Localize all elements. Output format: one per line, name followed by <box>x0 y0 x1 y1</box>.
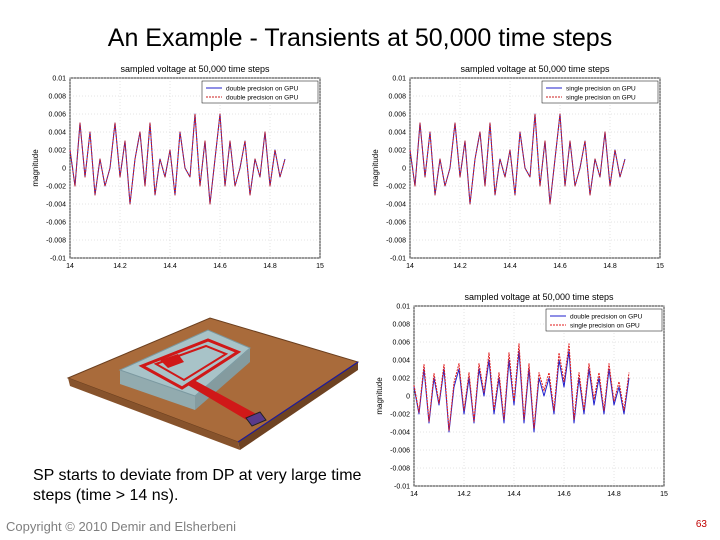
dielectric-block-side <box>120 370 195 410</box>
slide-caption: SP starts to deviate from DP at very lar… <box>33 467 362 504</box>
y-tick-label: -0.004 <box>46 202 66 209</box>
x-tick-label: 15 <box>316 263 324 270</box>
x-tick-label: 14 <box>410 491 418 498</box>
patch-ring-inner <box>153 344 229 382</box>
legend-entry: single precision on GPU <box>566 86 636 93</box>
y-tick-label: -0.002 <box>390 412 410 419</box>
y-tick-label: 0 <box>62 166 66 173</box>
y-tick-label: 0 <box>406 394 410 401</box>
substrate-side-front <box>238 362 358 450</box>
x-tick-label: 14.6 <box>557 491 571 498</box>
x-tick-label: 14 <box>406 263 414 270</box>
patch-ring-outer <box>138 338 242 390</box>
y-tick-label: -0.008 <box>46 238 66 245</box>
substrate-side-left <box>68 378 240 450</box>
y-axis-label: magnitude <box>371 149 380 187</box>
chart-title: sampled voltage at 50,000 time steps <box>464 292 614 302</box>
x-tick-label: 15 <box>660 491 668 498</box>
port-marker <box>245 411 267 427</box>
y-tick-label: 0.004 <box>388 130 406 137</box>
ground-edge-line <box>237 361 359 443</box>
top-left-plot: sampled voltage at 50,000 time steps 0.01… <box>28 62 328 272</box>
y-tick-label: 0.008 <box>392 322 410 329</box>
x-axis-label: time (ns) <box>519 271 550 272</box>
chart-title: sampled voltage at 50,000 time steps <box>460 64 610 74</box>
y-tick-label: 0.008 <box>48 94 66 101</box>
x-tick-label: 15 <box>656 263 664 270</box>
y-tick-label: 0.002 <box>392 376 410 383</box>
x-axis-label: time (ns) <box>179 271 210 272</box>
antenna-model-illustration <box>66 317 360 450</box>
y-tick-label: -0.004 <box>386 202 406 209</box>
y-tick-label: 0.002 <box>388 148 406 155</box>
y-tick-label: 0.006 <box>388 112 406 119</box>
y-tick-label: -0.006 <box>46 220 66 227</box>
chart-svg: sampled voltage at 50,000 time steps 0.01… <box>31 64 324 272</box>
y-tick-label: -0.008 <box>390 466 410 473</box>
copyright-text: Copyright © 2010 Demir and Elsherbeni <box>6 519 236 534</box>
y-tick-label: 0.006 <box>392 340 410 347</box>
y-tick-label: -0.01 <box>390 256 406 263</box>
x-tick-label: 14.6 <box>553 263 567 270</box>
y-tick-label: 0.006 <box>48 112 66 119</box>
patch-element <box>160 354 184 368</box>
series-line-2 <box>409 113 626 205</box>
x-tick-label: 14.8 <box>603 263 617 270</box>
y-tick-label: -0.01 <box>394 484 410 491</box>
x-tick-label: 14.4 <box>163 263 177 270</box>
x-tick-label: 14.2 <box>453 263 467 270</box>
y-axis-label: magnitude <box>375 377 384 415</box>
y-tick-label: 0.008 <box>388 94 406 101</box>
y-tick-label: 0.004 <box>48 130 66 137</box>
x-tick-label: 14.8 <box>263 263 277 270</box>
y-tick-label: 0.004 <box>392 358 410 365</box>
slide-number: 63 <box>695 519 707 530</box>
feed-line <box>186 380 260 422</box>
y-tick-label: -0.01 <box>50 256 66 263</box>
slide-title: An Example - Transients at 50,000 time s… <box>107 24 613 52</box>
legend-box <box>541 80 659 104</box>
legend-entry: double precision on GPU <box>226 86 299 93</box>
chart-svg: sampled voltage at 50,000 time steps 0.01… <box>371 64 664 272</box>
x-axis-label: time (ns) <box>523 499 554 500</box>
y-axis-label: magnitude <box>31 149 40 187</box>
y-tick-label: 0.01 <box>392 76 406 83</box>
legend-entry: double precision on GPU <box>226 95 299 102</box>
bottom-right-plot: sampled voltage at 50,000 time steps 0.01… <box>372 290 672 500</box>
y-tick-label: 0.01 <box>396 304 410 311</box>
legend-entry: double precision on GPU <box>570 314 643 321</box>
y-tick-label: -0.008 <box>386 238 406 245</box>
plot-area <box>413 305 665 487</box>
x-tick-label: 14 <box>66 263 74 270</box>
x-tick-label: 14.2 <box>113 263 127 270</box>
legend-box <box>545 308 663 332</box>
y-tick-label: -0.002 <box>386 184 406 191</box>
x-tick-label: 14.6 <box>213 263 227 270</box>
x-tick-label: 14.2 <box>457 491 471 498</box>
x-tick-label: 14.8 <box>607 491 621 498</box>
chart-title: sampled voltage at 50,000 time steps <box>120 64 270 74</box>
y-tick-label: 0.01 <box>52 76 66 83</box>
top-right-plot: sampled voltage at 50,000 time steps 0.01… <box>368 62 668 272</box>
chart-svg: sampled voltage at 50,000 time steps 0.01… <box>375 292 668 500</box>
x-tick-label: 14.4 <box>503 263 517 270</box>
y-tick-label: -0.002 <box>46 184 66 191</box>
series-line-2 <box>69 113 286 205</box>
y-tick-label: 0.002 <box>48 148 66 155</box>
y-tick-label: -0.006 <box>386 220 406 227</box>
legend-box <box>201 80 319 104</box>
y-tick-label: -0.006 <box>390 448 410 455</box>
y-tick-label: -0.004 <box>390 430 410 437</box>
y-tick-label: 0 <box>402 166 406 173</box>
x-tick-label: 14.4 <box>507 491 521 498</box>
legend-entry: single precision on GPU <box>566 95 636 102</box>
legend-entry: single precision on GPU <box>570 323 640 330</box>
